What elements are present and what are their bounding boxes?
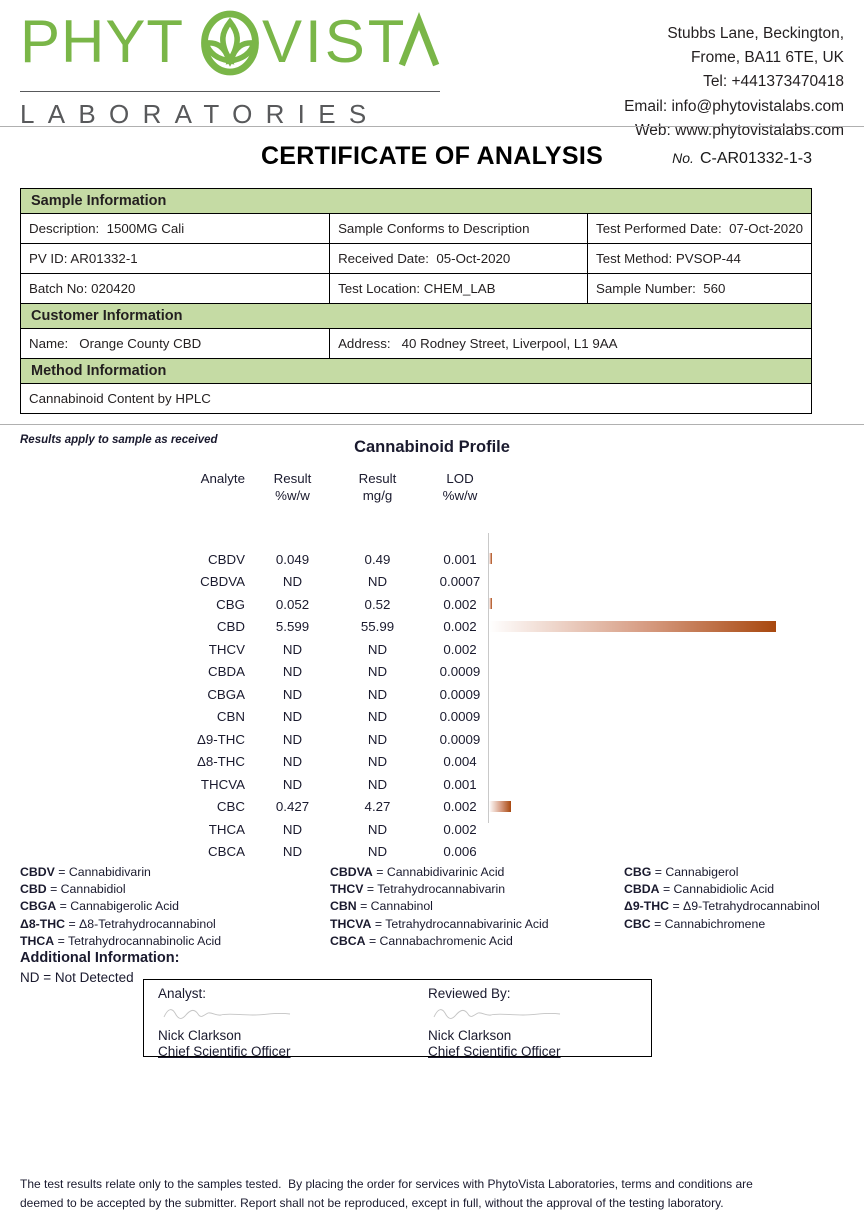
svg-text:PHYT: PHYT <box>20 10 184 75</box>
svg-text:VIST: VIST <box>262 10 407 75</box>
